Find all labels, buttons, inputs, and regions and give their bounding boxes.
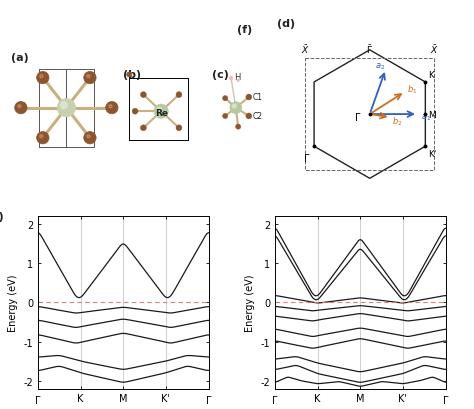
Circle shape (176, 126, 182, 131)
Circle shape (127, 73, 132, 78)
Text: (f): (f) (237, 25, 252, 34)
Text: $a_2$: $a_2$ (374, 61, 385, 72)
Text: (e): (e) (0, 212, 4, 222)
Text: $\bar{\Gamma}$: $\bar{\Gamma}$ (366, 43, 373, 56)
Text: H: H (234, 73, 240, 82)
Text: Re: Re (155, 108, 168, 117)
Circle shape (84, 132, 96, 144)
Circle shape (246, 95, 252, 101)
Circle shape (87, 135, 90, 139)
Circle shape (132, 109, 138, 115)
Circle shape (229, 77, 233, 81)
Text: (d): (d) (277, 19, 295, 29)
Circle shape (230, 103, 242, 114)
Circle shape (106, 102, 118, 115)
Text: $a_1$: $a_1$ (421, 112, 431, 123)
Y-axis label: Energy (eV): Energy (eV) (245, 274, 255, 331)
Circle shape (232, 105, 236, 109)
Circle shape (57, 99, 75, 117)
Circle shape (36, 72, 49, 85)
Circle shape (61, 103, 67, 109)
Circle shape (176, 92, 182, 98)
Circle shape (40, 75, 43, 79)
Text: M: M (428, 110, 436, 119)
Text: $\Gamma$: $\Gamma$ (354, 110, 362, 122)
Text: K: K (428, 71, 434, 80)
Circle shape (236, 125, 241, 130)
Circle shape (18, 105, 21, 108)
Y-axis label: Energy (eV): Energy (eV) (8, 274, 18, 331)
Text: (b): (b) (123, 70, 141, 79)
Circle shape (109, 105, 112, 108)
Circle shape (87, 75, 90, 79)
Circle shape (140, 92, 146, 98)
Circle shape (36, 132, 49, 144)
Text: (c): (c) (212, 70, 229, 79)
Circle shape (222, 97, 228, 101)
Circle shape (157, 108, 162, 112)
Text: $b_2$: $b_2$ (392, 115, 403, 127)
Circle shape (84, 72, 96, 85)
Text: C2: C2 (253, 112, 263, 121)
Text: K': K' (428, 150, 437, 159)
Text: $\bar{X}$: $\bar{X}$ (301, 43, 310, 56)
Circle shape (237, 80, 240, 83)
Circle shape (154, 105, 168, 119)
Circle shape (246, 114, 252, 119)
Circle shape (40, 135, 43, 139)
Text: C1: C1 (253, 93, 263, 102)
Circle shape (15, 102, 27, 115)
Text: $b_1$: $b_1$ (407, 83, 417, 96)
Text: (a): (a) (11, 53, 29, 63)
Circle shape (140, 126, 146, 131)
Text: $\bar{X}$: $\bar{X}$ (429, 43, 438, 56)
Text: $\Gamma$: $\Gamma$ (303, 152, 311, 164)
Circle shape (222, 114, 228, 119)
